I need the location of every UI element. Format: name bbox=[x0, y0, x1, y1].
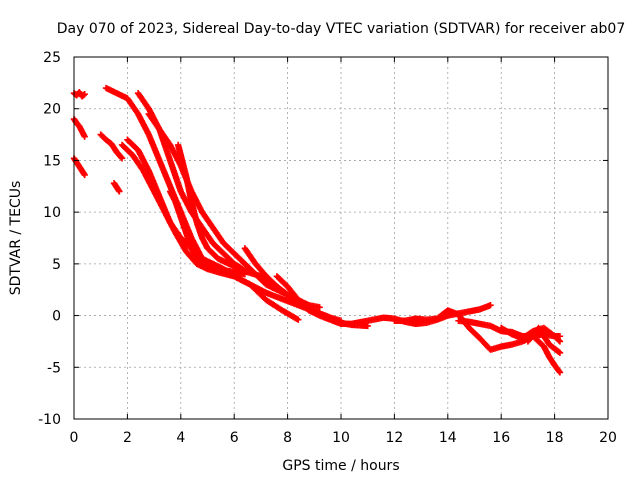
y-tick-label: 0 bbox=[52, 309, 61, 325]
series-track-3 bbox=[70, 155, 88, 179]
y-tick-label: 15 bbox=[43, 153, 61, 169]
series-track-2 bbox=[70, 115, 88, 140]
data-point bbox=[241, 271, 249, 278]
x-axis-label: GPS time / hours bbox=[282, 458, 399, 474]
x-tick-labels: 0 2 4 6 8 10 12 14 16 18 20 bbox=[70, 430, 617, 446]
data-point bbox=[81, 171, 88, 179]
data-point bbox=[555, 337, 563, 344]
data-point bbox=[555, 368, 563, 375]
data-point bbox=[556, 349, 564, 357]
data-point bbox=[116, 188, 123, 195]
x-tick-label: 4 bbox=[176, 430, 185, 446]
chart-title: Day 070 of 2023, Sidereal Day-to-day VTE… bbox=[57, 21, 626, 37]
data-point bbox=[556, 338, 564, 345]
series-track-1 bbox=[70, 88, 88, 100]
series-track-17 bbox=[498, 324, 564, 345]
data-point bbox=[487, 302, 494, 309]
data-point bbox=[555, 348, 563, 356]
x-tick-label: 16 bbox=[492, 430, 510, 446]
data-point bbox=[316, 304, 323, 311]
series-track-10 bbox=[145, 110, 323, 311]
x-tick-label: 12 bbox=[385, 430, 403, 446]
series-track-11 bbox=[166, 188, 249, 278]
y-tick-label: -10 bbox=[38, 412, 61, 428]
data-point bbox=[81, 133, 88, 140]
y-tick-label: 25 bbox=[43, 50, 61, 66]
series-track-18 bbox=[524, 324, 564, 357]
data-point bbox=[81, 91, 88, 98]
data-point bbox=[118, 155, 126, 162]
series-track-6 bbox=[102, 84, 217, 273]
data-point bbox=[556, 369, 564, 376]
grid-lines bbox=[74, 57, 608, 419]
x-tick-label: 0 bbox=[70, 430, 79, 446]
axis-ticks bbox=[73, 56, 609, 420]
series-track-5 bbox=[110, 179, 123, 195]
y-axis-label: SDTVAR / TECUs bbox=[8, 181, 24, 296]
data-point bbox=[295, 316, 302, 323]
x-tick-label: 14 bbox=[439, 430, 457, 446]
x-tick-label: 10 bbox=[332, 430, 350, 446]
data-points bbox=[70, 84, 564, 376]
x-tick-label: 20 bbox=[599, 430, 617, 446]
x-tick-label: 8 bbox=[283, 430, 292, 446]
y-tick-labels: -10 -5 0 5 10 15 20 25 bbox=[38, 50, 61, 428]
data-point bbox=[117, 154, 125, 161]
data-point bbox=[236, 264, 243, 272]
y-tick-label: 20 bbox=[43, 102, 61, 118]
series-track-12 bbox=[174, 141, 243, 272]
y-tick-label: 5 bbox=[52, 257, 61, 273]
series-track-4 bbox=[97, 131, 126, 162]
series-track-7 bbox=[118, 141, 371, 330]
x-tick-label: 6 bbox=[230, 430, 239, 446]
series-track-13 bbox=[241, 245, 302, 304]
y-tick-label: 10 bbox=[43, 205, 61, 221]
x-tick-label: 18 bbox=[546, 430, 564, 446]
x-tick-label: 2 bbox=[123, 430, 132, 446]
y-tick-label: -5 bbox=[47, 360, 61, 376]
